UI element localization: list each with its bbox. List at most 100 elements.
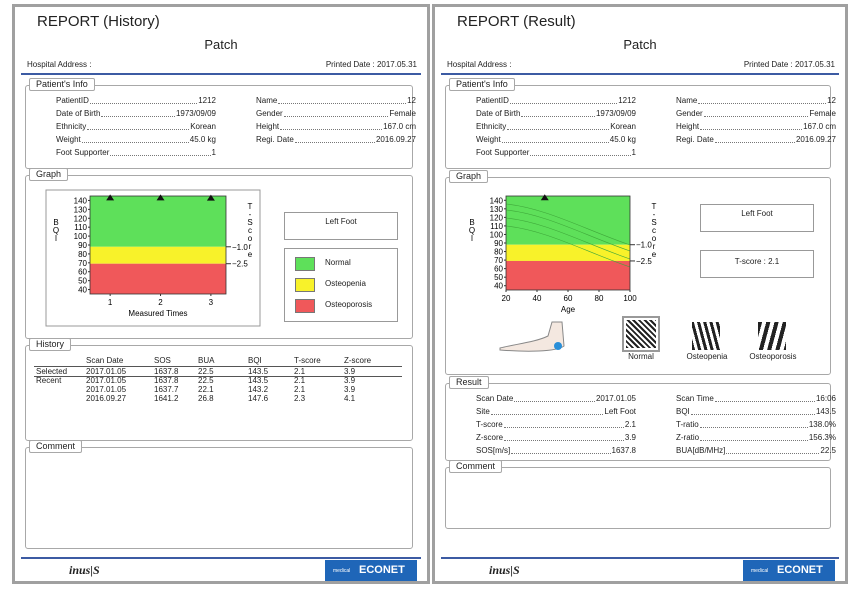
leader-dots xyxy=(504,433,624,441)
history-cell: 22.5 xyxy=(198,376,214,385)
y2-axis-title: T-Score xyxy=(246,202,255,258)
legend-label: Osteopenia xyxy=(325,279,366,288)
patient-info: Patient's Info PatientID 1212 Name 12 Date of… xyxy=(25,78,416,169)
field-label: Name xyxy=(676,96,698,105)
history-cell: 2.1 xyxy=(294,376,306,385)
history-cell: 4.1 xyxy=(344,394,356,403)
x-tick-label: 100 xyxy=(623,294,637,303)
x-tick-label: 60 xyxy=(564,294,573,303)
field-row: Height 167.0 cm xyxy=(676,122,836,132)
history-column-header: Z-score xyxy=(344,356,372,365)
leader-dots xyxy=(110,148,211,156)
y-tick-label: 130 xyxy=(490,205,504,214)
zone-band xyxy=(90,196,226,247)
graph-frame xyxy=(45,189,261,327)
field-label: Date of Birth xyxy=(56,109,101,118)
y-axis-title: BQI xyxy=(52,218,61,242)
section-tab: History xyxy=(29,338,72,351)
y2-axis-title: T-Score xyxy=(650,202,659,258)
history-row-tag: Recent xyxy=(36,376,62,385)
field-label: T-ratio xyxy=(676,420,699,429)
field-row: T-score 2.1 xyxy=(476,420,636,430)
history-cell: 1637.8 xyxy=(154,376,179,385)
field-row: PatientID 1212 xyxy=(476,96,636,106)
field-row: BQI 143.5 xyxy=(676,407,836,417)
measurement-marker xyxy=(540,194,549,201)
field-label: T-score xyxy=(476,420,503,429)
result-section: Result Scan Date 2017.01.05 Scan Time 16:06 S… xyxy=(445,376,836,461)
zone-band xyxy=(90,246,226,264)
field-row: Date of Birth 1973/09/09 xyxy=(476,109,636,119)
field-value: 3.9 xyxy=(624,433,636,442)
y-tick-label: 140 xyxy=(490,196,504,205)
leader-dots xyxy=(278,96,407,104)
field-label: Date of Birth xyxy=(476,109,521,118)
y-tick-label: 120 xyxy=(490,213,504,222)
section-tab: Comment xyxy=(449,460,503,473)
leader-dots xyxy=(698,96,827,104)
field-label: Z-ratio xyxy=(676,433,700,442)
section-tab: Comment xyxy=(29,440,83,453)
field-label: Foot Supporter xyxy=(56,148,110,157)
report-subtitle: Patch xyxy=(204,37,238,52)
y-tick-label: 90 xyxy=(78,241,87,250)
field-row: Date of Birth 1973/09/09 xyxy=(56,109,216,119)
field-label: BQI xyxy=(676,407,690,416)
field-value: 1973/09/09 xyxy=(175,109,216,118)
leader-dots xyxy=(530,148,631,156)
foot-side-box: Left Foot xyxy=(700,204,814,232)
zone-band xyxy=(506,244,630,261)
field-row: Ethnicity Korean xyxy=(476,122,636,132)
tscore-tick-label: −2.5 xyxy=(232,260,248,269)
field-label: Regi. Date xyxy=(676,135,714,144)
field-value: 45.0 kg xyxy=(189,135,216,144)
section-tab: Graph xyxy=(449,170,489,183)
legend-swatch xyxy=(295,299,315,313)
field-row: Ethnicity Korean xyxy=(56,122,216,132)
y-tick-label: 60 xyxy=(78,268,87,277)
history-cell: 22.1 xyxy=(198,385,214,394)
hospital-address: Hospital Address : xyxy=(447,60,512,69)
x-tick-label: 2 xyxy=(158,298,163,307)
reference-curve xyxy=(505,225,631,268)
history-cell: 2017.01.05 xyxy=(86,385,127,394)
zone-band xyxy=(90,263,226,294)
leader-dots xyxy=(700,433,808,441)
field-value: 1212 xyxy=(618,96,636,105)
history-column-header: SOS xyxy=(154,356,171,365)
field-label: Gender xyxy=(676,109,703,118)
history-cell: 22.5 xyxy=(198,367,214,376)
leader-dots xyxy=(280,122,383,130)
field-label: Name xyxy=(256,96,278,105)
patient-info: Patient's Info PatientID 1212 Name 12 Date of… xyxy=(445,78,836,169)
history-cell: 3.9 xyxy=(344,376,356,385)
field-value: 1973/09/09 xyxy=(595,109,636,118)
bone-texture xyxy=(622,316,660,352)
x-tick-label: 80 xyxy=(595,294,604,303)
leader-dots xyxy=(490,407,604,415)
y-tick-label: 140 xyxy=(74,196,88,205)
history-cell: 1637.7 xyxy=(154,385,179,394)
leader-dots xyxy=(714,135,795,143)
y-tick-label: 100 xyxy=(74,232,88,241)
field-row: Regi. Date 2016.09.27 xyxy=(676,135,836,145)
leader-dots xyxy=(501,135,609,143)
y-axis-title: BQI xyxy=(468,218,477,242)
y-tick-label: 100 xyxy=(490,230,504,239)
field-value: 1 xyxy=(211,148,216,157)
field-label: SOS[m/s] xyxy=(476,446,511,455)
field-label: PatientID xyxy=(476,96,509,105)
field-label: Z-score xyxy=(476,433,504,442)
header-rule xyxy=(441,73,839,75)
field-row: Regi. Date 2016.09.27 xyxy=(256,135,416,145)
field-row: Foot Supporter 1 xyxy=(56,148,216,158)
history-cell: 3.9 xyxy=(344,385,356,394)
field-row: SOS[m/s] 1637.8 xyxy=(476,446,636,456)
field-value: 1212 xyxy=(198,96,216,105)
field-value: 167.0 cm xyxy=(803,122,836,131)
field-row: Gender Female xyxy=(676,109,836,119)
logo-text: ECONET xyxy=(777,564,823,576)
leader-dots xyxy=(81,135,189,143)
field-label: BUA[dB/MHz] xyxy=(676,446,726,455)
